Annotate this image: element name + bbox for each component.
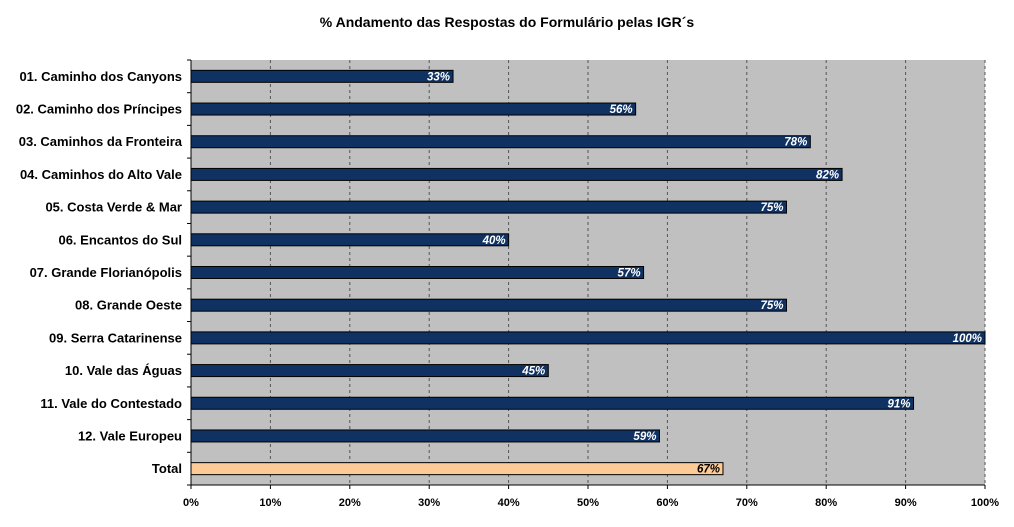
category-label: 01. Caminho dos Canyons (19, 69, 182, 84)
bar (190, 102, 637, 116)
data-label: 40% (482, 235, 506, 247)
category-label: 04. Caminhos do Alto Vale (20, 167, 182, 182)
x-tick-label: 30% (418, 497, 440, 509)
bar (190, 135, 811, 149)
category-label: 12. Vale Europeu (78, 428, 182, 443)
data-label: 91% (888, 398, 911, 410)
bar (190, 462, 724, 476)
category-label: 03. Caminhos da Fronteira (19, 134, 183, 149)
x-tick-label: 80% (815, 497, 837, 509)
bar (190, 429, 660, 443)
data-label: 59% (633, 431, 656, 443)
data-label: 57% (618, 268, 641, 280)
x-tick-label: 0% (183, 497, 199, 509)
category-label: 07. Grande Florianópolis (30, 265, 182, 280)
chart-title: % Andamento das Respostas do Formulário … (319, 14, 695, 30)
x-tick-label: 20% (339, 497, 361, 509)
category-label: 08. Grande Oeste (75, 298, 182, 313)
data-label: 33% (427, 71, 450, 83)
data-label: 100% (953, 333, 982, 345)
bar (190, 396, 915, 410)
bar (190, 200, 787, 214)
category-label: 02. Caminho dos Príncipes (16, 102, 182, 117)
data-label: 67% (697, 464, 720, 476)
bar (190, 266, 645, 279)
data-label: 45% (521, 366, 545, 378)
x-tick-label: 70% (736, 497, 758, 509)
category-label: 06. Encantos do Sul (58, 232, 182, 247)
bar (190, 233, 510, 247)
bar (190, 298, 787, 312)
category-label: 09. Serra Catarinense (49, 330, 182, 345)
data-label: 78% (784, 137, 807, 149)
category-label: 11. Vale do Contestado (40, 396, 182, 411)
x-tick-label: 100% (971, 497, 999, 509)
bar (190, 167, 843, 181)
data-label: 75% (760, 202, 783, 214)
x-tick-label: 40% (498, 497, 520, 509)
category-label: 10. Vale das Águas (65, 363, 182, 378)
data-label: 56% (610, 104, 633, 116)
data-label: 75% (760, 300, 783, 312)
x-tick-label: 50% (577, 497, 599, 509)
bar (190, 331, 986, 345)
x-tick-label: 60% (656, 497, 678, 509)
x-tick-label: 90% (895, 497, 917, 509)
x-tick-label: 10% (259, 497, 281, 509)
bar (190, 364, 549, 378)
bar (190, 69, 454, 83)
data-label: 82% (816, 169, 839, 181)
category-label: 05. Costa Verde & Mar (45, 200, 182, 215)
category-label: Total (152, 461, 182, 476)
